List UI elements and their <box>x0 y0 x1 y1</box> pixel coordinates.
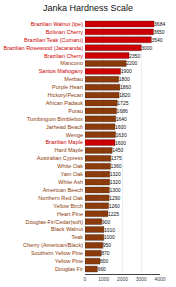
svg-text:Janka Hardness Scale: Janka Hardness Scale <box>43 3 133 13</box>
svg-text:American Beech: American Beech <box>43 187 83 193</box>
svg-text:Jarhead Beach: Jarhead Beach <box>46 124 83 130</box>
svg-text:1260: 1260 <box>109 203 120 209</box>
svg-text:White Oak: White Oak <box>57 163 83 169</box>
svg-text:3540: 3540 <box>151 37 162 43</box>
svg-text:White Ash: White Ash <box>58 179 83 185</box>
svg-text:3000: 3000 <box>136 276 147 282</box>
svg-text:1000: 1000 <box>104 234 115 240</box>
svg-text:1630: 1630 <box>116 132 127 138</box>
svg-text:2000: 2000 <box>117 276 128 282</box>
svg-text:1640: 1640 <box>116 116 127 122</box>
svg-text:Yellow Pine: Yellow Pine <box>55 258 83 264</box>
svg-text:Northern Red Oak: Northern Red Oak <box>38 195 83 201</box>
svg-text:Santos Mahogany: Santos Mahogany <box>39 68 84 74</box>
svg-text:1450: 1450 <box>112 147 123 153</box>
svg-text:1320: 1320 <box>110 171 121 177</box>
svg-text:1725: 1725 <box>117 100 128 106</box>
svg-text:1600: 1600 <box>115 140 126 146</box>
svg-text:Yam Oak: Yam Oak <box>60 171 83 177</box>
svg-text:Brazilian Walnut (Ipe): Brazilian Walnut (Ipe) <box>31 21 84 27</box>
svg-text:Hard Maple: Hard Maple <box>55 147 83 153</box>
svg-text:Wenge: Wenge <box>66 132 83 138</box>
svg-text:660: 660 <box>97 266 106 272</box>
svg-text:0: 0 <box>84 276 87 282</box>
svg-text:1360: 1360 <box>111 163 122 169</box>
svg-text:Southern Yellow Pine: Southern Yellow Pine <box>31 250 83 256</box>
svg-text:4000: 4000 <box>154 276 165 282</box>
svg-text:Tumbingum Bimblebox: Tumbingum Bimblebox <box>27 116 83 122</box>
svg-text:950: 950 <box>103 242 112 248</box>
svg-text:900: 900 <box>102 219 111 225</box>
svg-text:Mancono: Mancono <box>60 60 83 66</box>
svg-text:3650: 3650 <box>153 29 164 35</box>
svg-text:1375: 1375 <box>111 155 122 161</box>
svg-text:Australian Cypress: Australian Cypress <box>37 155 83 161</box>
svg-text:1320: 1320 <box>110 179 121 185</box>
svg-text:1686: 1686 <box>117 108 128 114</box>
svg-text:Douglas-Fir/Cedar(soft): Douglas-Fir/Cedar(soft) <box>26 219 84 225</box>
svg-text:1600: 1600 <box>115 124 126 130</box>
svg-text:Yellow Birch: Yellow Birch <box>53 203 83 209</box>
svg-text:1010: 1010 <box>104 227 115 233</box>
svg-text:Hickory/Pecan: Hickory/Pecan <box>48 92 83 98</box>
svg-text:Teak: Teak <box>71 234 83 240</box>
svg-text:1290: 1290 <box>109 195 120 201</box>
svg-text:3000: 3000 <box>141 45 152 51</box>
svg-text:1300: 1300 <box>109 187 120 193</box>
svg-text:Purple Heart: Purple Heart <box>52 84 83 90</box>
svg-text:Bolivian Cherry: Bolivian Cherry <box>46 29 84 35</box>
svg-text:Heart Pine: Heart Pine <box>57 211 83 217</box>
svg-text:1225: 1225 <box>108 211 119 217</box>
svg-text:1820: 1820 <box>119 92 130 98</box>
svg-text:Brazilian Teak (Cumaru): Brazilian Teak (Cumaru) <box>24 37 83 43</box>
svg-text:800: 800 <box>100 258 109 264</box>
svg-text:Black Walnut: Black Walnut <box>51 226 83 232</box>
svg-text:Brazilian Maple: Brazilian Maple <box>45 139 83 145</box>
svg-text:1900: 1900 <box>121 68 132 74</box>
svg-text:870: 870 <box>101 250 110 256</box>
svg-text:2200: 2200 <box>126 60 137 66</box>
svg-text:Merbau: Merbau <box>64 76 83 82</box>
svg-text:African Padauk: African Padauk <box>46 100 84 106</box>
svg-text:1000: 1000 <box>98 276 109 282</box>
svg-text:Purau: Purau <box>68 108 83 114</box>
svg-text:1800: 1800 <box>119 76 130 82</box>
svg-text:Brazilian Cherry: Brazilian Cherry <box>44 53 83 59</box>
svg-text:1860: 1860 <box>120 84 131 90</box>
svg-text:3684: 3684 <box>154 21 165 27</box>
svg-text:2350: 2350 <box>129 53 140 59</box>
svg-text:Douglas Fir: Douglas Fir <box>55 266 83 272</box>
svg-text:Cherry (American/Black): Cherry (American/Black) <box>23 242 83 248</box>
svg-text:Brazilian Rosewood (Jacaranda): Brazilian Rosewood (Jacaranda) <box>4 45 84 51</box>
